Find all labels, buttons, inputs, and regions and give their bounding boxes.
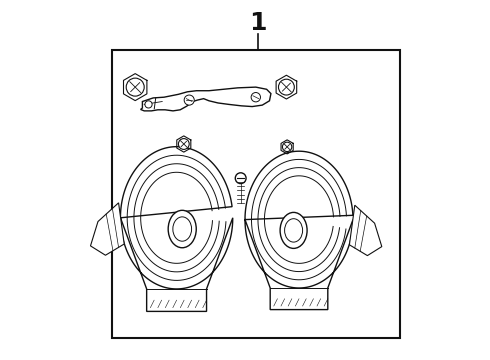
Ellipse shape: [280, 212, 307, 248]
Bar: [112, 50, 400, 338]
Circle shape: [251, 93, 261, 102]
Polygon shape: [91, 203, 124, 255]
Circle shape: [278, 79, 294, 95]
Polygon shape: [245, 151, 353, 310]
Polygon shape: [349, 205, 382, 256]
Circle shape: [145, 101, 152, 108]
Circle shape: [178, 139, 189, 149]
Polygon shape: [121, 147, 233, 311]
Ellipse shape: [168, 210, 196, 248]
Circle shape: [184, 95, 194, 105]
Text: 1: 1: [249, 12, 267, 35]
Circle shape: [126, 78, 144, 96]
Polygon shape: [141, 87, 271, 111]
Circle shape: [282, 142, 292, 152]
Circle shape: [235, 173, 246, 184]
Ellipse shape: [173, 217, 192, 241]
Ellipse shape: [285, 219, 303, 242]
